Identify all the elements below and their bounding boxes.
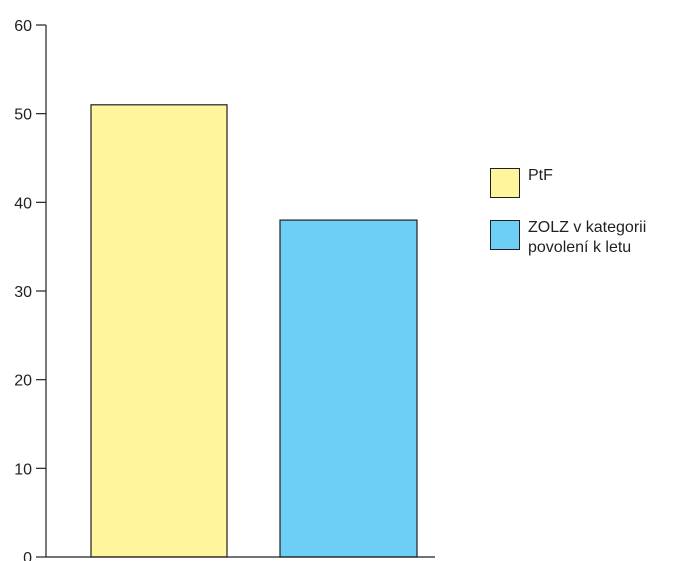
legend-item-ptf: PtF [490,166,696,198]
legend-label-ptf: PtF [528,167,553,184]
legend-swatch-ptf [490,168,520,198]
y-tick-label-20: 20 [14,373,32,390]
bar-1 [279,219,418,558]
y-tick-label-0: 0 [23,550,32,561]
bar-0 [90,104,228,558]
y-tick-label-30: 30 [14,284,32,301]
legend: PtF ZOLZ v kategorii povolení k letu [490,166,696,278]
y-tick-label-10: 10 [14,461,32,478]
y-tick-label-50: 50 [14,107,32,124]
legend-label-zolz: ZOLZ v kategorii povolení k letu [528,219,647,256]
legend-item-zolz: ZOLZ v kategorii povolení k letu [490,218,696,258]
y-tick-label-60: 60 [14,18,32,35]
legend-swatch-zolz [490,220,520,250]
y-tick-label-40: 40 [14,195,32,212]
